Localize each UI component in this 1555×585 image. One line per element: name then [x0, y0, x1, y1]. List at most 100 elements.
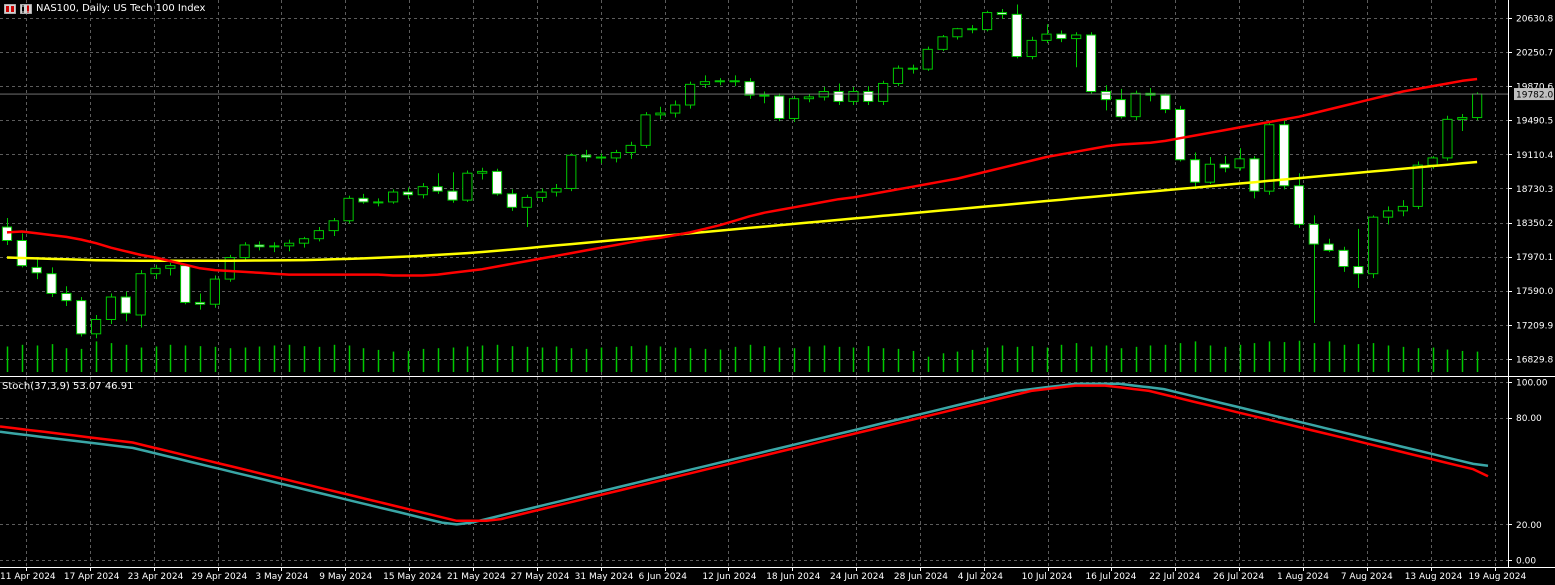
candle-bullish: [284, 242, 295, 247]
price-tick-label: 17590.0: [1516, 287, 1553, 297]
candle-bearish: [833, 91, 844, 102]
candle-bullish: [625, 144, 636, 154]
moving-average-red: [6, 77, 1478, 277]
time-tick-label: 6 Jun 2024: [639, 572, 688, 581]
time-tick-label: 26 Jul 2024: [1213, 572, 1264, 581]
candle-bullish: [1130, 92, 1141, 118]
candle-bearish: [194, 301, 206, 305]
candle-bullish: [328, 220, 339, 232]
candle-bullish: [878, 82, 889, 102]
candle-bearish: [1323, 243, 1334, 251]
candle-bearish: [1219, 163, 1230, 169]
candle-bearish: [61, 292, 72, 302]
candle-bullish: [714, 80, 725, 83]
price-tick-label: 18730.3: [1516, 185, 1553, 195]
candle-bullish: [952, 28, 963, 38]
time-tick-label: 4 Jul 2024: [958, 572, 1003, 581]
time-tick-label: 24 Jun 2024: [830, 572, 884, 581]
chart-header: NAS100, Daily: US Tech 100 Index: [3, 3, 206, 14]
stoch-tick-label: 20.00: [1516, 521, 1542, 531]
candle-bullish: [269, 245, 280, 248]
time-tick-label: 13 Aug 2024: [1405, 572, 1463, 581]
candle-bullish: [699, 81, 711, 85]
window-menu-icon[interactable]: [3, 3, 17, 14]
candle-bullish: [1472, 93, 1483, 119]
time-tick-label: 31 May 2024: [575, 572, 634, 581]
candle-bearish: [180, 265, 191, 303]
time-tick-label: 27 May 2024: [511, 572, 570, 581]
stoch-tick-label: 0.00: [1516, 557, 1536, 567]
candle-bullish: [1264, 124, 1275, 192]
candle-bearish: [774, 95, 785, 119]
candle-bullish: [373, 201, 384, 204]
price-tick-label: 20250.7: [1516, 48, 1553, 58]
candle-bullish: [1234, 158, 1245, 169]
candle-bullish: [313, 230, 324, 240]
candle-bearish: [432, 186, 443, 192]
time-tick-label: 29 Apr 2024: [192, 572, 248, 581]
time-tick-label: 9 May 2024: [319, 572, 372, 581]
chart-type-icon[interactable]: [19, 3, 33, 14]
time-tick-label: 15 May 2024: [383, 572, 442, 581]
candle-bearish: [1353, 266, 1364, 275]
candle-bullish: [684, 83, 696, 106]
candle-bullish: [165, 265, 176, 269]
candle-bullish: [1071, 34, 1082, 40]
candle-bearish: [759, 94, 770, 97]
candle-bullish: [1204, 163, 1215, 183]
candle-bullish: [417, 186, 428, 196]
candle-bearish: [76, 300, 87, 335]
time-tick-label: 23 Apr 2024: [128, 572, 184, 581]
time-tick-label: 18 Jun 2024: [766, 572, 820, 581]
time-tick-label: 19 Aug 2024: [1469, 572, 1527, 581]
candle-bullish: [462, 172, 473, 201]
current-price-tag: [1514, 88, 1554, 101]
time-tick-label: 21 May 2024: [447, 572, 506, 581]
candle-bullish: [224, 257, 235, 280]
candle-bullish: [610, 152, 621, 159]
candle-bearish: [1100, 91, 1112, 101]
candle-bullish: [788, 98, 800, 119]
candle-bullish: [803, 96, 815, 100]
moving-average-yellow: [6, 160, 1478, 262]
current-price-label: 19782.0: [1516, 91, 1553, 101]
candle-bullish: [536, 191, 547, 198]
candle-bearish: [967, 28, 978, 31]
candle-bullish: [1368, 216, 1379, 275]
candle-bearish: [1338, 249, 1349, 268]
candle-bullish: [477, 170, 488, 174]
candle-bullish: [1397, 205, 1409, 212]
time-tick-label: 28 Jun 2024: [894, 572, 948, 581]
candle-bullish: [922, 48, 933, 70]
candle-bullish: [1382, 210, 1394, 218]
candle-bearish: [1085, 34, 1097, 93]
candle-bearish: [595, 156, 607, 159]
candle-bearish: [491, 170, 503, 195]
stoch-tick-label: 80.00: [1516, 414, 1542, 424]
candle-bearish: [254, 244, 265, 248]
candle-bearish: [1175, 108, 1186, 161]
chart-title: NAS100, Daily: US Tech 100 Index: [36, 3, 206, 14]
stochastic-main-line: [0, 382, 1489, 526]
time-tick-label: 11 Apr 2024: [0, 572, 56, 581]
candle-bullish: [387, 191, 399, 203]
candle-bullish: [1026, 39, 1037, 58]
candle-bearish: [1308, 223, 1319, 245]
candle-bearish: [1115, 99, 1126, 118]
candle-bullish: [150, 267, 161, 275]
price-tick-label: 19490.5: [1516, 117, 1553, 127]
candle-bullish: [640, 114, 651, 146]
stochastic-signal-line: [0, 384, 1489, 523]
candle-bearish: [863, 91, 874, 102]
candle-bullish: [670, 104, 681, 114]
candle-bullish: [135, 273, 146, 316]
price-tick-label: 16829.8: [1516, 355, 1553, 365]
candle-bearish: [1160, 94, 1171, 110]
candle-bullish: [848, 91, 859, 102]
candle-bearish: [1011, 13, 1022, 58]
candle-bearish: [1, 226, 13, 241]
candle-bullish: [521, 196, 532, 208]
